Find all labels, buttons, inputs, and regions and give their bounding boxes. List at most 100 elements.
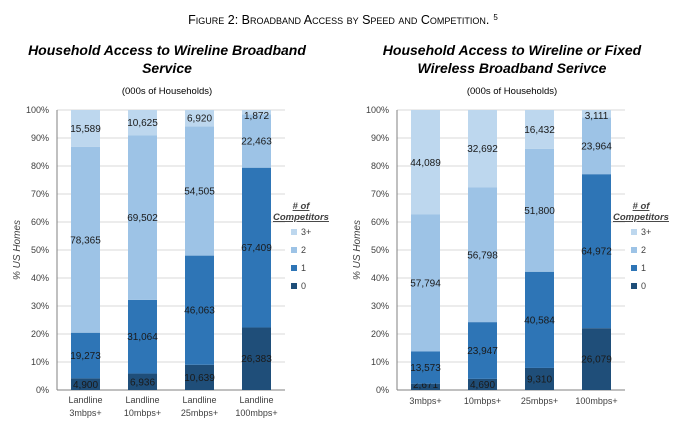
data-label: 31,064 — [127, 332, 158, 343]
data-label: 1,872 — [244, 111, 269, 122]
data-label: 10,625 — [127, 118, 158, 129]
data-label: 26,383 — [241, 354, 272, 365]
chart-1: Household Access to Wireline Broadband Se… — [12, 42, 329, 418]
legend-title: # of — [293, 201, 311, 212]
legend-swatch — [631, 229, 637, 235]
bar-segment-3plus — [525, 110, 554, 149]
legend-label: 2 — [301, 245, 306, 255]
y-tick-label: 0% — [36, 385, 49, 395]
legend-swatch — [291, 283, 297, 289]
x-tick-label: Landline — [68, 395, 102, 405]
legend-label: 0 — [301, 281, 306, 291]
bar-segment-3plus — [411, 110, 440, 215]
x-tick-label: Landline — [239, 395, 273, 405]
y-tick-label: 80% — [31, 161, 49, 171]
bar-segment-1 — [411, 351, 440, 384]
bar-segment-0 — [242, 327, 271, 390]
data-label: 4,900 — [73, 380, 98, 391]
data-label: 32,692 — [467, 144, 498, 155]
y-tick-label: 50% — [371, 245, 389, 255]
data-label: 6,920 — [187, 114, 212, 125]
legend-swatch — [291, 229, 297, 235]
y-axis-title: % US Homes — [352, 220, 363, 280]
y-tick-label: 40% — [371, 273, 389, 283]
chart-subtitle: (000s of Households) — [467, 86, 557, 97]
bar-segment-2 — [525, 148, 554, 272]
data-label: 23,964 — [581, 141, 612, 152]
bar-segment-3plus — [185, 110, 214, 127]
data-label: 78,365 — [70, 235, 101, 246]
bar-segment-1 — [185, 255, 214, 365]
bar-segment-2 — [71, 146, 100, 333]
bar-segment-1 — [468, 322, 497, 379]
data-label: 23,947 — [467, 346, 498, 357]
y-tick-label: 100% — [366, 105, 389, 115]
figure-title-text: Figure 2: Broadband Access by Speed and … — [188, 13, 489, 27]
x-tick-label: 10mbps+ — [464, 396, 501, 406]
legend-label: 1 — [301, 263, 306, 273]
x-tick-label: 25mbps+ — [521, 396, 558, 406]
data-label: 56,798 — [467, 250, 498, 261]
legend-swatch — [631, 283, 637, 289]
data-label: 54,505 — [184, 187, 215, 198]
y-tick-label: 90% — [31, 133, 49, 143]
data-label: 3,111 — [585, 111, 609, 122]
data-label: 57,794 — [410, 279, 441, 290]
data-label: 16,432 — [524, 125, 555, 136]
bar-segment-0 — [185, 364, 214, 390]
data-label: 40,584 — [524, 315, 555, 326]
bar-segment-0 — [128, 373, 157, 390]
bar-segment-3plus — [128, 110, 157, 136]
y-tick-label: 90% — [371, 133, 389, 143]
bar-segment-2 — [242, 114, 271, 168]
legend-label: 0 — [641, 281, 646, 291]
legend-title: Competitors — [273, 212, 329, 223]
y-tick-label: 20% — [31, 329, 49, 339]
data-label: 4,690 — [470, 380, 495, 391]
bar-segment-3plus — [71, 110, 100, 147]
data-label: 64,972 — [581, 247, 612, 258]
bar-segment-2 — [128, 135, 157, 300]
legend-title: # of — [633, 201, 651, 212]
legend-swatch — [291, 265, 297, 271]
chart-title: Household Access to Wireline Broadband — [28, 42, 306, 58]
bar-segment-1 — [582, 174, 611, 329]
bar-segment-1 — [128, 299, 157, 374]
legend-swatch — [291, 247, 297, 253]
bar-segment-0 — [582, 328, 611, 390]
chart-title: Household Access to Wireline or Fixed — [383, 42, 642, 58]
bar-segment-0 — [411, 383, 440, 390]
data-label: 10,639 — [184, 373, 215, 384]
bar-segment-3plus — [242, 110, 271, 115]
bar-segment-2 — [468, 187, 497, 323]
y-tick-label: 60% — [371, 217, 389, 227]
legend-label: 3+ — [641, 227, 651, 237]
x-tick-label: 3mbps+ — [69, 408, 101, 418]
x-tick-label: 25mbps+ — [181, 408, 218, 418]
chart-title: Wireless Broadband Serivce — [418, 60, 607, 76]
bar-segment-0 — [468, 378, 497, 390]
data-label: 46,063 — [184, 306, 215, 317]
y-tick-label: 40% — [31, 273, 49, 283]
x-tick-label: 100mbps+ — [235, 408, 277, 418]
y-tick-label: 0% — [376, 385, 389, 395]
y-axis-title: % US Homes — [12, 220, 23, 280]
x-tick-label: 10mbps+ — [124, 408, 161, 418]
bar-segment-2 — [582, 117, 611, 175]
chart-2: Household Access to Wireline or Fixed Wir… — [352, 42, 669, 406]
legend-title: Competitors — [613, 212, 669, 223]
figure-title: Figure 2: Broadband Access by Speed and … — [188, 13, 498, 27]
bar-segment-1 — [71, 332, 100, 379]
data-label: 15,589 — [70, 124, 101, 135]
y-tick-label: 100% — [26, 105, 49, 115]
bar-segment-2 — [411, 214, 440, 352]
data-label: 22,463 — [241, 137, 272, 148]
y-tick-label: 50% — [31, 245, 49, 255]
data-label: 6,936 — [130, 377, 155, 388]
y-tick-label: 30% — [31, 301, 49, 311]
x-tick-label: Landline — [125, 395, 159, 405]
x-tick-label: 3mbps+ — [409, 396, 441, 406]
bar-segment-0 — [71, 378, 100, 390]
